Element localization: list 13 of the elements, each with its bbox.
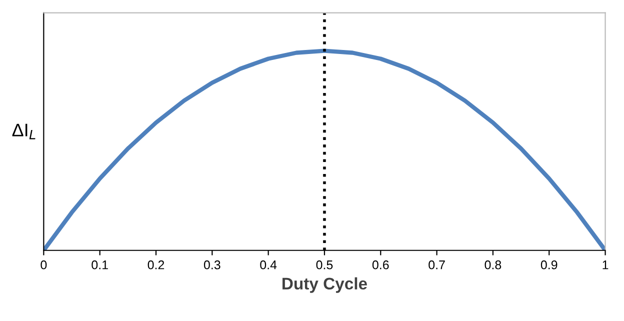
x-tick-label: 1 — [602, 260, 608, 270]
x-tick-label: 0.3 — [204, 260, 220, 270]
x-axis-title: Duty Cycle — [282, 277, 367, 293]
x-tick-label: 0 — [40, 260, 47, 270]
x-tick-label: 0.9 — [540, 260, 558, 270]
x-tick-label: 0.8 — [484, 260, 502, 270]
x-tick-label: 0.1 — [92, 260, 108, 270]
x-tick-label: 0.5 — [316, 260, 333, 270]
x-tick-label: 0.4 — [260, 260, 277, 270]
x-tick-label: 0.7 — [428, 260, 445, 270]
x-tick-label: 0.2 — [148, 260, 164, 270]
x-tick-label: 0.6 — [372, 260, 389, 270]
y-axis-title: ΔI$_{L}$ — [12, 124, 36, 140]
